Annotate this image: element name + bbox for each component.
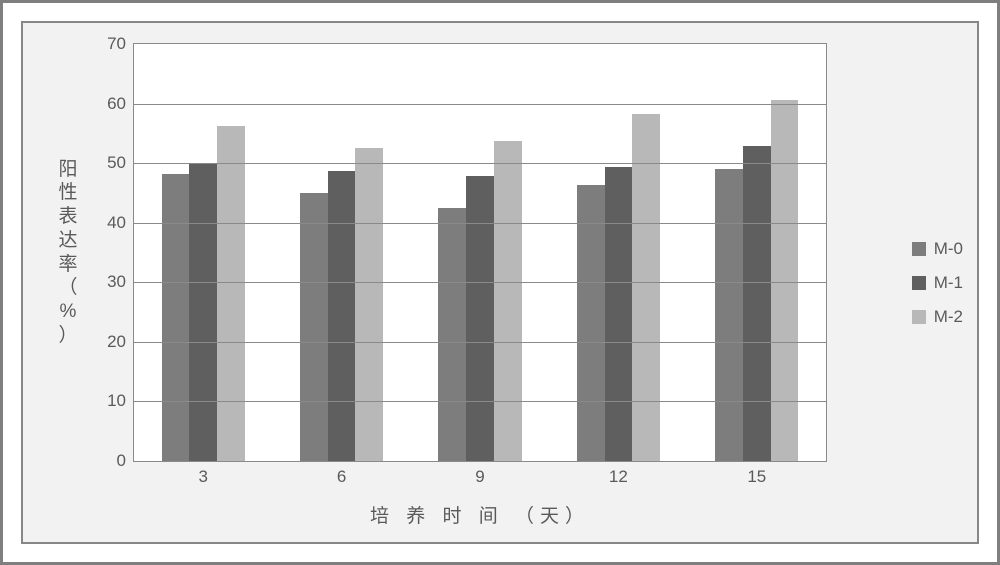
gridline: [134, 223, 826, 224]
y-tick-label: 40: [107, 213, 134, 233]
x-tick-label: 6: [337, 461, 346, 487]
legend-label: M-1: [934, 273, 963, 293]
y-tick-label: 10: [107, 391, 134, 411]
bar: [162, 174, 190, 461]
bar: [632, 114, 660, 461]
legend-swatch: [912, 310, 926, 324]
bar: [355, 148, 383, 461]
y-tick-label: 60: [107, 94, 134, 114]
y-axis-label-char: （: [58, 276, 77, 300]
bar: [328, 171, 356, 461]
x-tick-label: 9: [475, 461, 484, 487]
bar: [771, 100, 799, 461]
bar: [577, 185, 605, 461]
gridline: [134, 282, 826, 283]
y-axis-label-char: 达: [58, 229, 77, 253]
legend-item: M-0: [912, 239, 963, 259]
legend-swatch: [912, 242, 926, 256]
y-axis-label-char: 表: [58, 205, 77, 229]
y-tick-label: 20: [107, 332, 134, 352]
legend-item: M-1: [912, 273, 963, 293]
bars-layer: [134, 44, 826, 461]
bar: [605, 167, 633, 461]
legend-swatch: [912, 276, 926, 290]
bar: [715, 169, 743, 461]
y-axis-label-char: %: [60, 300, 77, 324]
y-axis-label-char: 率: [58, 253, 77, 277]
gridline: [134, 104, 826, 105]
x-tick-label: 15: [747, 461, 766, 487]
x-tick-label: 3: [198, 461, 207, 487]
bar: [494, 141, 522, 461]
chart-panel: 阳性表达率（%） 0102030405060703691215 培 养 时 间 …: [21, 21, 979, 544]
gridline: [134, 163, 826, 164]
y-axis-label-char: 性: [58, 181, 77, 205]
x-axis-label: 培 养 时 间 （天）: [133, 501, 827, 528]
bar: [743, 146, 771, 461]
x-tick-label: 12: [609, 461, 628, 487]
y-axis-label: 阳性表达率（%）: [53, 43, 83, 462]
gridline: [134, 401, 826, 402]
bar: [217, 126, 245, 461]
bar: [438, 208, 466, 461]
chart-outer-frame: 阳性表达率（%） 0102030405060703691215 培 养 时 间 …: [0, 0, 1000, 565]
legend-label: M-0: [934, 239, 963, 259]
y-tick-label: 50: [107, 153, 134, 173]
legend: M-0 M-1 M-2: [912, 225, 963, 341]
plot-area: 0102030405060703691215: [133, 43, 827, 462]
gridline: [134, 342, 826, 343]
legend-label: M-2: [934, 307, 963, 327]
bar: [466, 176, 494, 461]
bar: [300, 193, 328, 461]
y-axis-label-char: ）: [58, 324, 77, 348]
legend-item: M-2: [912, 307, 963, 327]
y-tick-label: 0: [117, 451, 134, 471]
y-axis-label-char: 阳: [58, 158, 77, 182]
y-tick-label: 70: [107, 34, 134, 54]
bar: [189, 163, 217, 461]
y-tick-label: 30: [107, 272, 134, 292]
